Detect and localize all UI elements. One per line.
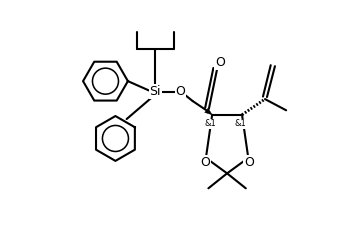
Text: O: O [215,56,225,69]
Polygon shape [205,108,212,115]
Text: O: O [175,85,185,98]
Text: &1: &1 [234,119,246,128]
Text: &1: &1 [204,119,216,128]
Text: O: O [244,156,254,169]
Text: Si: Si [150,85,161,98]
Text: O: O [200,156,210,169]
